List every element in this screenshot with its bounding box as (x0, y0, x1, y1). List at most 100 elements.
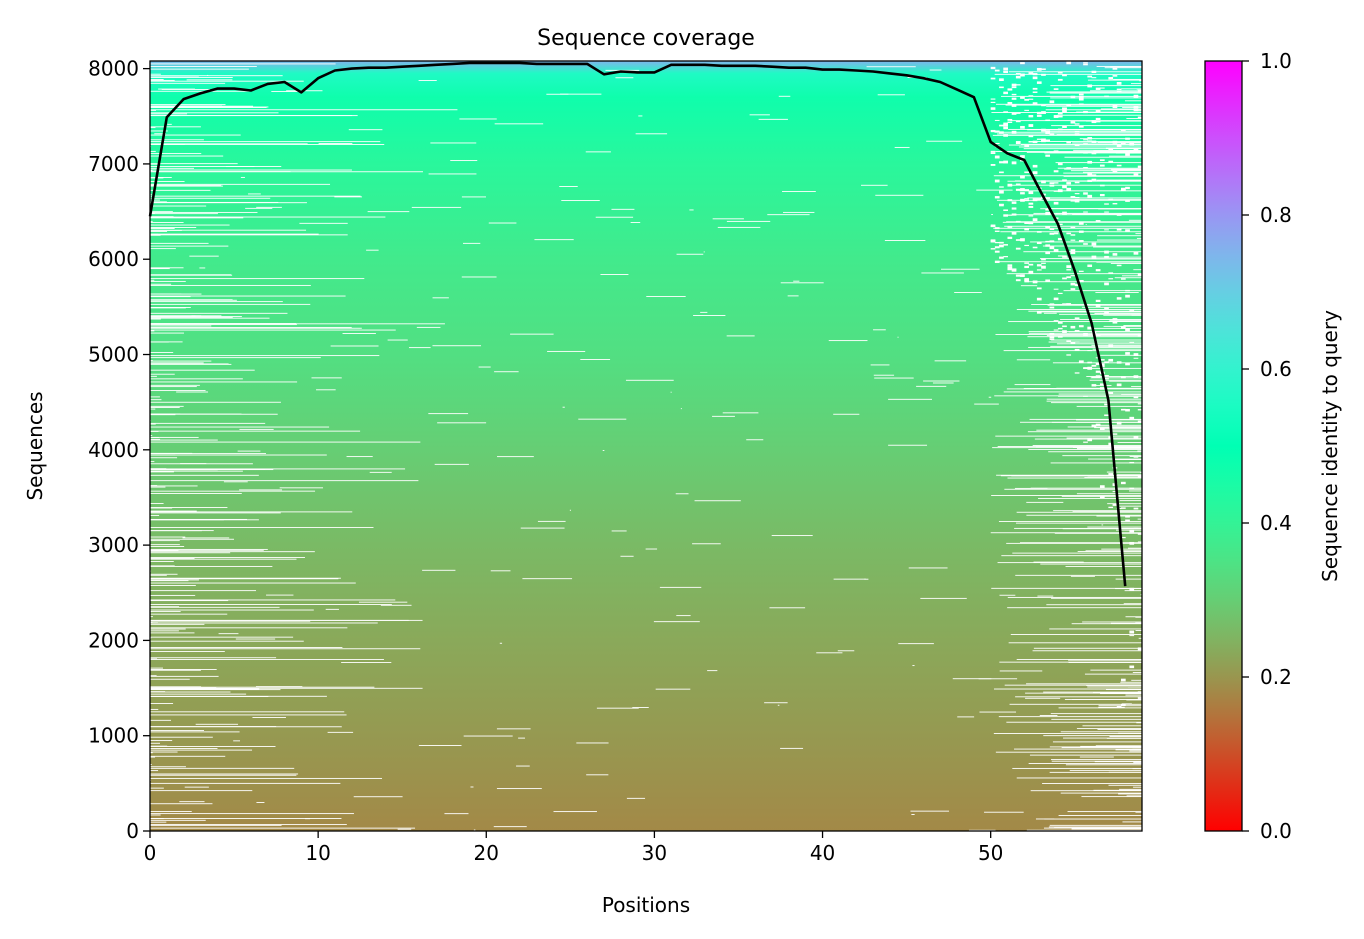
coverage-gap (1032, 280, 1038, 284)
coverage-gap (437, 422, 487, 424)
coverage-gap (150, 623, 205, 625)
coverage-gap (233, 740, 241, 742)
coverage-gap (954, 292, 982, 293)
coverage-gap (150, 611, 181, 613)
coverage-gap (1083, 367, 1142, 369)
coverage-gap (1137, 89, 1142, 93)
coverage-gap (1084, 673, 1142, 675)
coverage-gap (184, 786, 209, 788)
coverage-gap (150, 622, 378, 624)
coverage-gap (316, 389, 336, 391)
coverage-gap (1116, 361, 1122, 364)
coverage-gap (150, 695, 327, 697)
coverage-gap (150, 438, 161, 440)
coverage-gap (1003, 350, 1142, 352)
coverage-gap (150, 691, 231, 693)
coverage-gap (150, 814, 161, 816)
coverage-gap (1045, 131, 1051, 135)
coverage-gap (150, 742, 161, 744)
coverage-gap (150, 548, 268, 550)
coverage-gap (1020, 73, 1025, 77)
coverage-gap (1028, 135, 1034, 138)
coverage-gap (999, 203, 1004, 206)
coverage-gap (150, 283, 172, 285)
coverage-gap (787, 295, 799, 297)
coverage-gap (659, 586, 702, 588)
coverage-gap (325, 608, 339, 610)
coverage-gap (1052, 311, 1142, 313)
coverage-gap (999, 171, 1004, 174)
coverage-gap (1055, 212, 1142, 214)
coverage-gap (1061, 747, 1142, 749)
coverage-gap (1070, 251, 1076, 255)
coverage-gap (1095, 370, 1101, 373)
coverage-gap (150, 341, 169, 343)
coverage-gap (150, 171, 291, 173)
coverage-gap (693, 315, 726, 316)
coverage-gap (675, 493, 689, 495)
coverage-gap (1112, 503, 1118, 506)
coverage-gap (1053, 115, 1059, 118)
coverage-gap (1130, 83, 1142, 85)
coverage-gap (994, 130, 1000, 133)
coverage-gap (1045, 197, 1051, 200)
coverage-gap (1074, 341, 1080, 343)
coverage-gap (150, 216, 174, 218)
coverage-gap (1128, 547, 1142, 549)
coverage-gap (1045, 240, 1051, 243)
coverage-gap (1041, 265, 1046, 269)
coverage-gap (150, 606, 164, 608)
coverage-gap (150, 245, 229, 247)
coverage-gap (150, 217, 244, 219)
coverage-gap (1083, 62, 1088, 64)
coverage-gap (1081, 796, 1142, 798)
coverage-gap (1091, 77, 1097, 79)
coverage-gap (1087, 75, 1093, 78)
coverage-gap (150, 752, 153, 754)
coverage-gap (150, 373, 175, 375)
coverage-gap (1049, 339, 1055, 341)
coverage-gap (1109, 155, 1142, 157)
coverage-gap (1020, 62, 1025, 65)
coverage-gap (833, 578, 866, 580)
coverage-gap (1083, 143, 1088, 145)
coverage-gap (150, 636, 294, 638)
coverage-gap (1137, 273, 1142, 277)
coverage-gap (994, 69, 1000, 72)
coverage-gap (1011, 97, 1017, 100)
coverage-gap (158, 88, 195, 90)
coverage-gap (150, 363, 229, 365)
coverage-gap (150, 454, 176, 456)
coverage-gap (1118, 505, 1142, 507)
coverage-gap (1083, 192, 1088, 195)
coverage-gap (1095, 120, 1101, 123)
coverage-gap (1024, 265, 1030, 269)
coverage-gap (150, 628, 186, 630)
coverage-gap (1006, 542, 1142, 544)
coverage-gap (150, 703, 174, 704)
y-axis: 0 1000 2000 3000 4000 5000 6000 7000 8000 (88, 57, 150, 843)
coverage-gap (150, 414, 176, 416)
coverage-gap (1133, 251, 1139, 255)
coverage-gap (1137, 541, 1142, 543)
coverage-gap (978, 678, 1018, 680)
coverage-gap (1049, 185, 1055, 187)
coverage-gap (380, 604, 412, 606)
coverage-gap (1036, 287, 1042, 290)
colorbar-tick-label: 0.0 (1260, 819, 1292, 843)
coverage-gap (999, 256, 1004, 259)
coverage-gap (1125, 408, 1130, 412)
coverage-gap (1007, 199, 1013, 202)
coverage-gap (999, 78, 1004, 81)
coverage-gap (782, 191, 816, 193)
coverage-gap (1070, 341, 1076, 344)
coverage-gap (150, 667, 164, 669)
coverage-gap (150, 73, 161, 75)
coverage-gap (150, 390, 206, 392)
coverage-gap (180, 463, 207, 465)
coverage-gap (1133, 269, 1142, 271)
coverage-gap (1074, 196, 1080, 199)
coverage-gap (150, 280, 186, 282)
coverage-gap (1106, 471, 1142, 473)
coverage-gap (1136, 88, 1142, 90)
